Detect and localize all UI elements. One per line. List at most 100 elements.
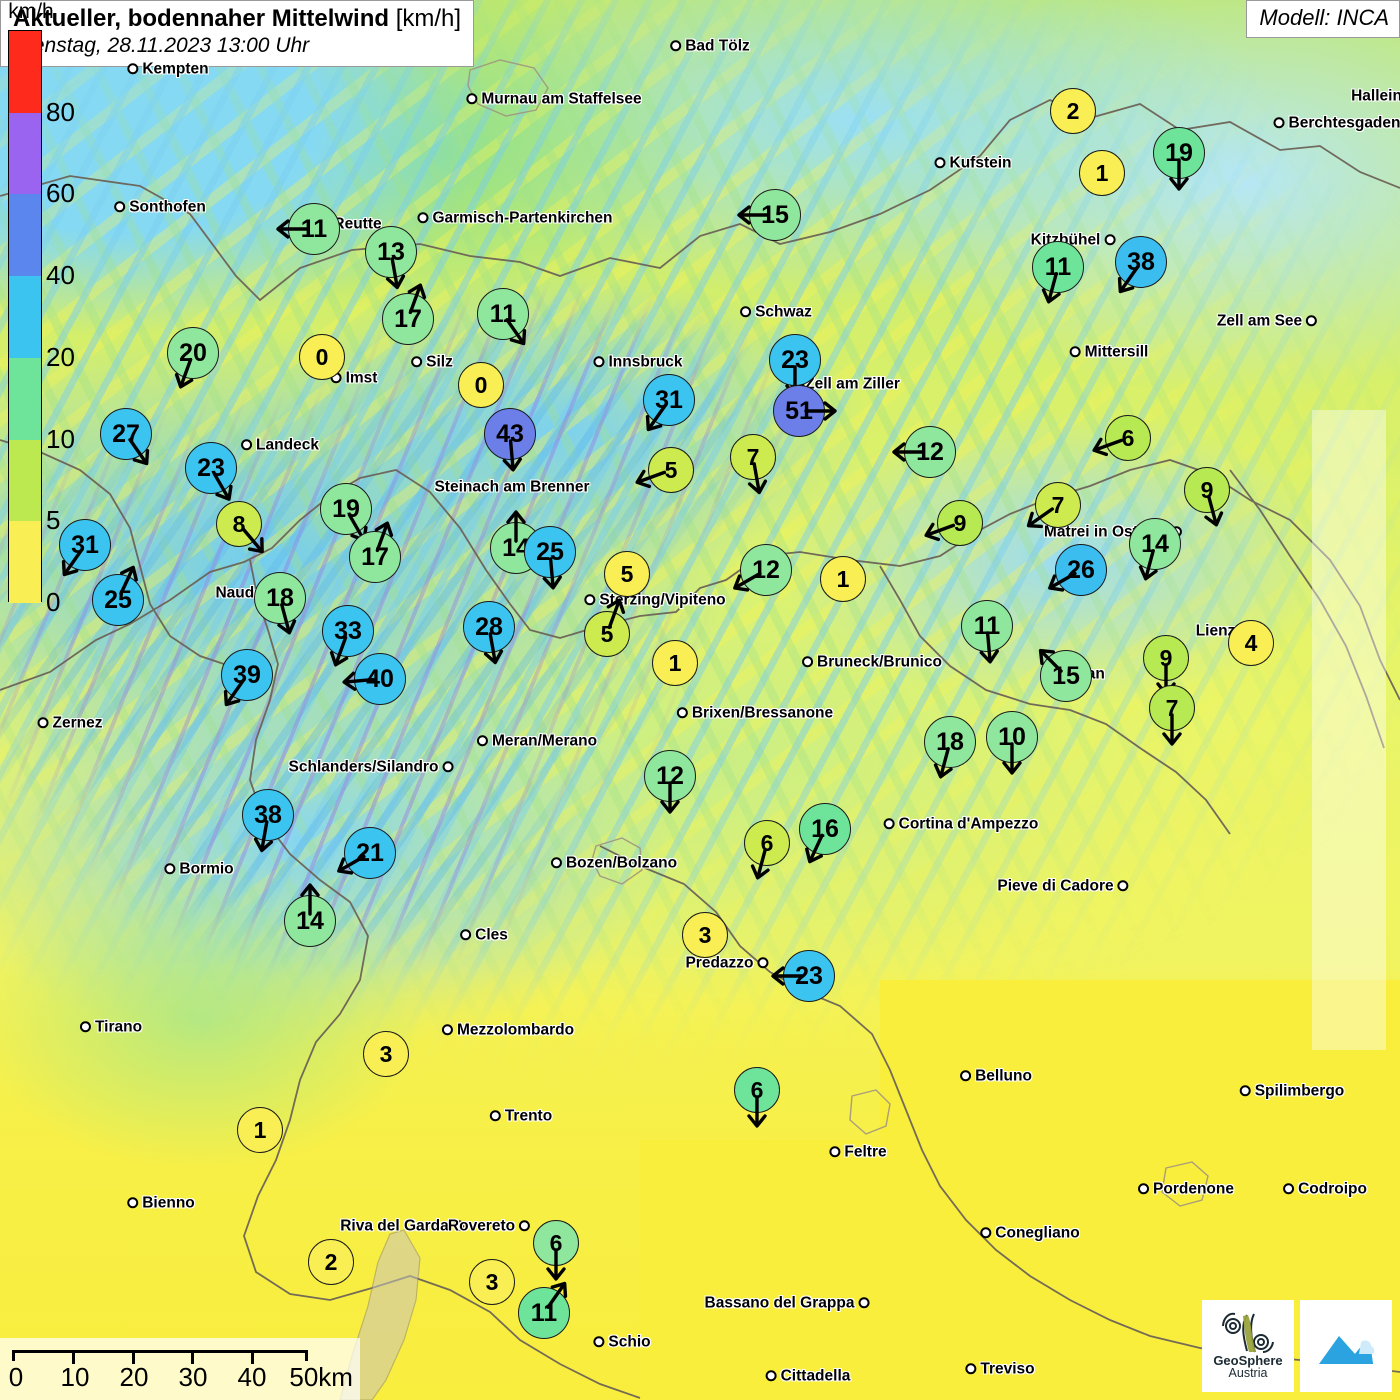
wind-speed-bubble[interactable]: 17	[349, 531, 401, 583]
wind-station-marker[interactable]: 5	[584, 598, 630, 657]
wind-speed-bubble[interactable]: 21	[344, 827, 396, 879]
wind-station-marker[interactable]: 7	[1026, 482, 1081, 529]
wind-speed-bubble[interactable]: 5	[604, 551, 650, 597]
wind-speed-bubble[interactable]: 1	[652, 640, 698, 686]
wind-station-marker[interactable]: 31	[643, 374, 695, 432]
wind-speed-bubble[interactable]: 31	[643, 374, 695, 426]
wind-station-marker[interactable]: 6	[734, 1067, 780, 1128]
wind-station-marker[interactable]: 18	[924, 716, 976, 779]
wind-speed-bubble[interactable]: 7	[1035, 482, 1081, 528]
wind-station-marker[interactable]: 3	[682, 912, 728, 958]
wind-station-marker[interactable]: 5	[635, 447, 694, 493]
wind-speed-bubble[interactable]: 4	[1228, 620, 1274, 666]
wind-speed-bubble[interactable]: 2	[1050, 88, 1096, 134]
wind-speed-bubble[interactable]: 38	[1115, 236, 1167, 288]
wind-speed-bubble[interactable]: 9	[1184, 467, 1230, 513]
wind-station-marker[interactable]: 17	[382, 283, 434, 345]
wind-speed-bubble[interactable]: 6	[1105, 415, 1151, 461]
wind-speed-bubble[interactable]: 11	[518, 1287, 570, 1339]
wind-speed-bubble[interactable]: 3	[363, 1031, 409, 1077]
wind-station-marker[interactable]: 33	[322, 605, 374, 667]
wind-station-marker[interactable]: 5	[604, 551, 650, 597]
wind-station-marker[interactable]: 31	[59, 519, 111, 577]
wind-speed-bubble[interactable]: 8	[216, 501, 262, 547]
wind-station-marker[interactable]: 7	[730, 434, 776, 495]
wind-speed-bubble[interactable]: 11	[288, 203, 340, 255]
wind-speed-bubble[interactable]: 18	[254, 572, 306, 624]
wind-station-marker[interactable]: 6	[533, 1220, 579, 1281]
wind-speed-bubble[interactable]: 5	[584, 611, 630, 657]
wind-station-marker[interactable]: 25	[92, 565, 144, 626]
wind-station-marker[interactable]: 11	[518, 1281, 570, 1339]
wind-station-marker[interactable]: 19	[320, 483, 372, 542]
wind-station-marker[interactable]: 38	[1115, 236, 1167, 294]
wind-station-marker[interactable]: 1	[820, 556, 866, 602]
wind-station-marker[interactable]: 11	[276, 203, 340, 255]
wind-speed-bubble[interactable]: 5	[648, 447, 694, 493]
wind-station-marker[interactable]: 9	[1184, 467, 1230, 527]
wind-station-marker[interactable]: 1	[1079, 150, 1125, 196]
wind-station-marker[interactable]: 7	[1149, 685, 1195, 746]
wind-speed-bubble[interactable]: 2	[308, 1239, 354, 1285]
wind-station-marker[interactable]: 25	[524, 526, 576, 590]
wind-station-marker[interactable]: 38	[242, 789, 294, 853]
wind-station-marker[interactable]: 23	[771, 950, 835, 1002]
wind-station-marker[interactable]: 6	[744, 820, 790, 880]
wind-speed-bubble[interactable]: 14	[1129, 518, 1181, 570]
wind-station-marker[interactable]: 12	[733, 544, 792, 596]
wind-station-marker[interactable]: 15	[737, 189, 801, 241]
wind-station-marker[interactable]: 18	[254, 572, 306, 635]
wind-station-marker[interactable]: 10	[986, 711, 1038, 775]
wind-speed-bubble[interactable]: 12	[644, 750, 696, 802]
wind-station-marker[interactable]: 26	[1048, 544, 1107, 596]
wind-speed-bubble[interactable]: 12	[740, 544, 792, 596]
wind-station-marker[interactable]: 2	[308, 1239, 354, 1285]
wind-station-marker[interactable]: 11	[477, 288, 529, 346]
wind-station-marker[interactable]: 8	[216, 501, 264, 554]
wind-station-marker[interactable]: 15	[1038, 648, 1092, 702]
wind-speed-bubble[interactable]: 23	[185, 442, 237, 494]
wind-speed-bubble[interactable]: 18	[924, 716, 976, 768]
wind-speed-bubble[interactable]: 20	[167, 327, 219, 379]
wind-station-marker[interactable]: 13	[365, 226, 417, 290]
wind-speed-bubble[interactable]: 13	[365, 226, 417, 278]
wind-speed-bubble[interactable]: 25	[92, 574, 144, 626]
wind-station-marker[interactable]: 0	[299, 334, 345, 380]
wind-speed-bubble[interactable]: 17	[382, 293, 434, 345]
wind-speed-bubble[interactable]: 1	[237, 1107, 283, 1153]
wind-speed-bubble[interactable]: 16	[799, 803, 851, 855]
wind-speed-bubble[interactable]: 6	[744, 820, 790, 866]
wind-station-marker[interactable]: 3	[469, 1259, 515, 1305]
wind-station-marker[interactable]: 51	[773, 385, 837, 437]
wind-speed-bubble[interactable]: 11	[1032, 241, 1084, 293]
wind-speed-bubble[interactable]: 9	[937, 500, 983, 546]
wind-speed-bubble[interactable]: 27	[100, 408, 152, 460]
wind-station-marker[interactable]: 40	[342, 653, 406, 705]
wind-speed-bubble[interactable]: 1	[820, 556, 866, 602]
wind-station-marker[interactable]: 11	[961, 600, 1013, 664]
wind-station-marker[interactable]: 14	[1129, 518, 1181, 581]
wind-station-marker[interactable]: 19	[1153, 127, 1205, 191]
wind-station-marker[interactable]: 43	[484, 408, 536, 472]
wind-station-marker[interactable]: 9	[924, 500, 983, 546]
wind-station-marker[interactable]: 9	[1143, 635, 1189, 696]
wind-speed-bubble[interactable]: 3	[682, 912, 728, 958]
wind-station-marker[interactable]: 27	[100, 408, 152, 466]
wind-station-marker[interactable]: 28	[463, 601, 515, 665]
wind-station-marker[interactable]: 11	[1032, 241, 1084, 304]
wind-speed-bubble[interactable]: 3	[469, 1259, 515, 1305]
wind-speed-bubble[interactable]: 33	[322, 605, 374, 657]
wind-speed-bubble[interactable]: 26	[1055, 544, 1107, 596]
wind-station-marker[interactable]: 12	[644, 750, 696, 814]
wind-station-marker[interactable]: 2	[1050, 88, 1096, 134]
wind-station-marker[interactable]: 16	[799, 803, 851, 864]
wind-station-marker[interactable]: 3	[363, 1031, 409, 1077]
wind-station-marker[interactable]: 21	[337, 827, 396, 879]
wind-speed-bubble[interactable]: 0	[299, 334, 345, 380]
wind-station-marker[interactable]: 14	[284, 883, 336, 947]
wind-station-marker[interactable]: 0	[458, 362, 504, 408]
wind-speed-bubble[interactable]: 0	[458, 362, 504, 408]
wind-speed-bubble[interactable]: 11	[477, 288, 529, 340]
wind-station-marker[interactable]: 39	[221, 649, 273, 707]
wind-station-marker[interactable]: 17	[349, 521, 401, 583]
